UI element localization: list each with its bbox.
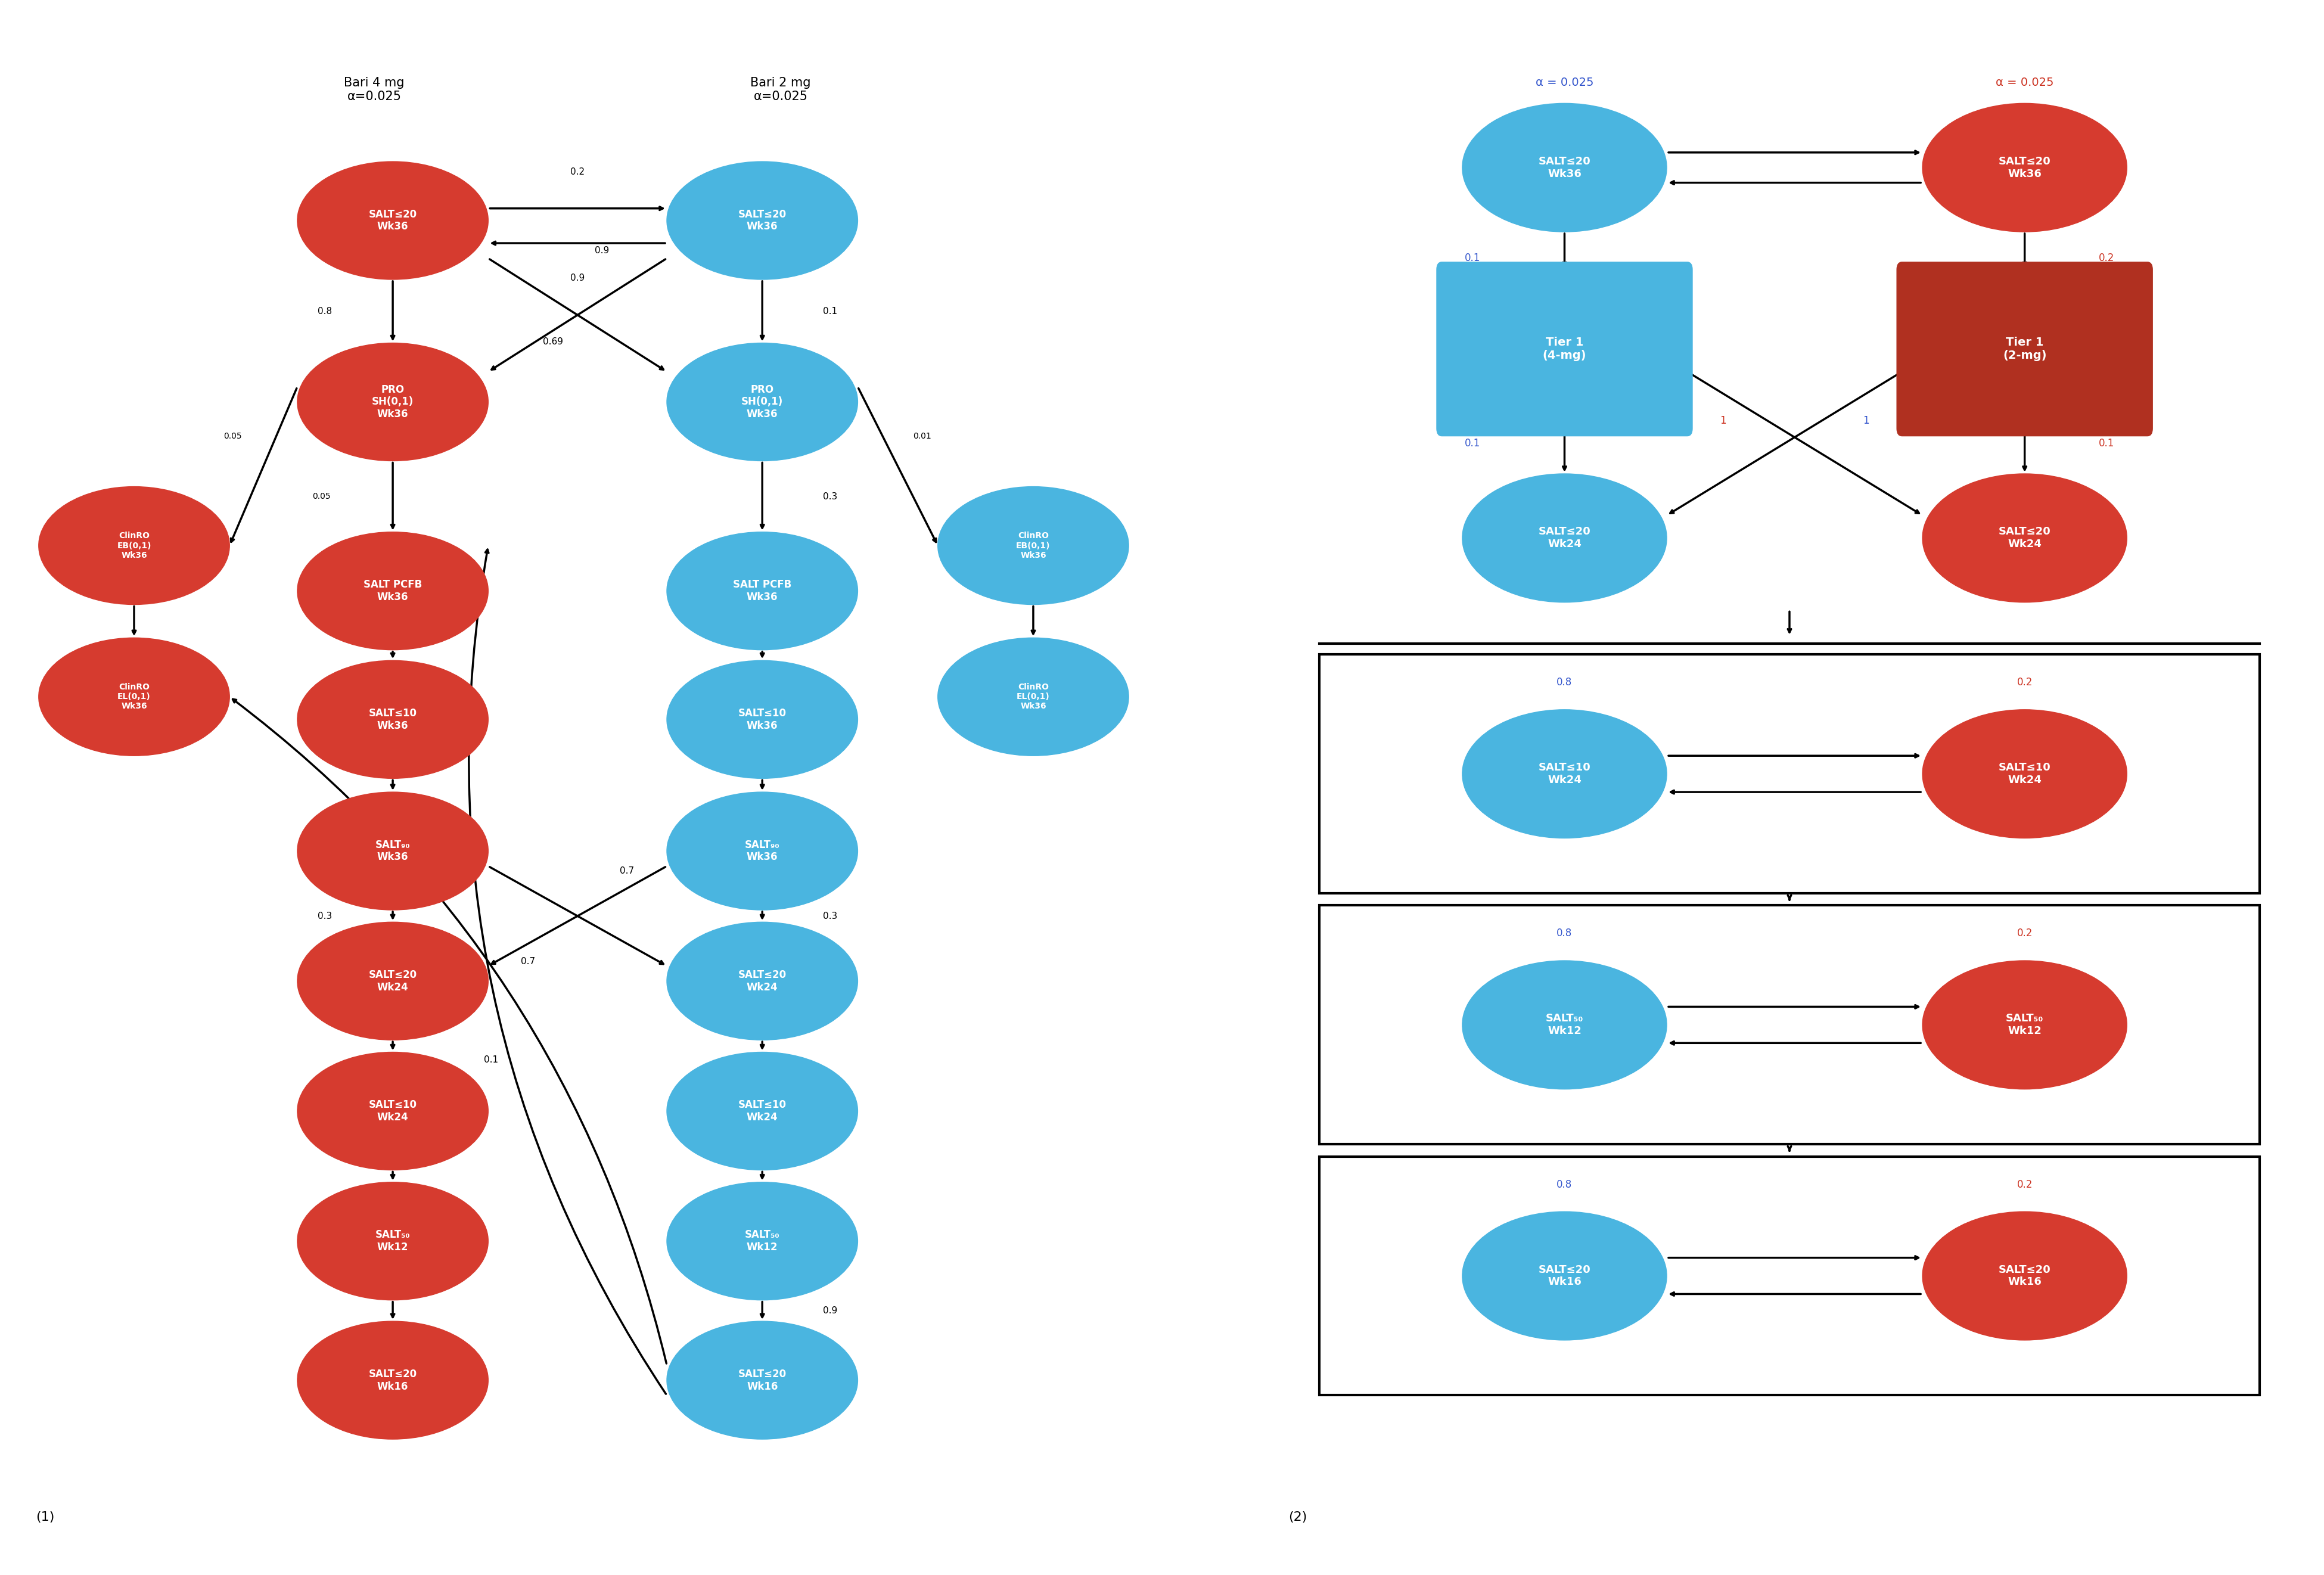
Text: SALT PCFB
Wk36: SALT PCFB Wk36 <box>363 580 423 603</box>
Text: SALT≤20
Wk36: SALT≤20 Wk36 <box>739 209 786 232</box>
Ellipse shape <box>939 638 1129 756</box>
Text: SALT PCFB
Wk36: SALT PCFB Wk36 <box>732 580 792 603</box>
Text: SALT≤10
Wk36: SALT≤10 Wk36 <box>739 707 786 731</box>
Text: SALT₅₀
Wk12: SALT₅₀ Wk12 <box>744 1230 781 1252</box>
Ellipse shape <box>1922 104 2126 232</box>
Text: ClinRO
EL(0,1)
Wk36: ClinRO EL(0,1) Wk36 <box>119 684 151 710</box>
Ellipse shape <box>297 1052 488 1170</box>
Text: Tier 1
(2-mg): Tier 1 (2-mg) <box>2003 337 2047 361</box>
Text: 0.1: 0.1 <box>1464 254 1480 263</box>
Ellipse shape <box>667 660 858 778</box>
FancyBboxPatch shape <box>1436 261 1692 436</box>
Ellipse shape <box>297 1321 488 1440</box>
Ellipse shape <box>667 343 858 461</box>
Text: PRO
SH(0,1)
Wk36: PRO SH(0,1) Wk36 <box>372 384 414 419</box>
Text: SALT≤20
Wk36: SALT≤20 Wk36 <box>1538 156 1590 180</box>
Ellipse shape <box>667 162 858 279</box>
Text: 0.3: 0.3 <box>318 912 332 920</box>
Text: 0.1: 0.1 <box>2099 438 2115 449</box>
Text: 0.2: 0.2 <box>2017 1180 2034 1189</box>
Text: 0.05: 0.05 <box>311 493 330 501</box>
Text: Bari 2 mg
α=0.025: Bari 2 mg α=0.025 <box>751 77 811 102</box>
Text: SALT≤20
Wk24: SALT≤20 Wk24 <box>739 970 786 992</box>
Bar <box>1320 1156 2259 1395</box>
Ellipse shape <box>297 343 488 461</box>
Text: 0.7: 0.7 <box>621 866 634 876</box>
Text: 0.9: 0.9 <box>569 274 586 282</box>
Text: 0.8: 0.8 <box>1557 677 1573 688</box>
Ellipse shape <box>297 532 488 650</box>
Text: Bari 4 mg
α=0.025: Bari 4 mg α=0.025 <box>344 77 404 102</box>
Ellipse shape <box>1462 474 1666 602</box>
Text: SALT₅₀
Wk12: SALT₅₀ Wk12 <box>1545 1013 1583 1036</box>
Text: 0.9: 0.9 <box>595 246 609 255</box>
Ellipse shape <box>297 162 488 279</box>
Ellipse shape <box>297 792 488 910</box>
Text: SALT≤10
Wk24: SALT≤10 Wk24 <box>1999 762 2050 786</box>
Text: 0.2: 0.2 <box>2017 928 2034 939</box>
Text: 0.01: 0.01 <box>913 432 932 439</box>
Ellipse shape <box>1922 474 2126 602</box>
Ellipse shape <box>40 487 230 605</box>
Ellipse shape <box>667 1052 858 1170</box>
Ellipse shape <box>40 638 230 756</box>
Text: SALT≤10
Wk24: SALT≤10 Wk24 <box>739 1099 786 1123</box>
Text: 0.2: 0.2 <box>569 167 586 176</box>
Text: SALT≤20
Wk36: SALT≤20 Wk36 <box>1999 156 2050 180</box>
Ellipse shape <box>1922 1211 2126 1340</box>
Ellipse shape <box>1922 961 2126 1090</box>
Ellipse shape <box>667 1321 858 1440</box>
Text: SALT≤20
Wk24: SALT≤20 Wk24 <box>370 970 416 992</box>
Text: 0.8: 0.8 <box>1557 928 1573 939</box>
Ellipse shape <box>1922 710 2126 838</box>
Text: SALT≤20
Wk16: SALT≤20 Wk16 <box>739 1369 786 1392</box>
Text: ClinRO
EL(0,1)
Wk36: ClinRO EL(0,1) Wk36 <box>1016 684 1050 710</box>
Text: SALT≤20
Wk24: SALT≤20 Wk24 <box>1538 526 1590 550</box>
Text: 0.1: 0.1 <box>483 1055 497 1065</box>
Text: 0.05: 0.05 <box>223 432 242 439</box>
Text: SALT₅₀
Wk12: SALT₅₀ Wk12 <box>374 1230 411 1252</box>
Text: 0.2: 0.2 <box>2099 254 2115 263</box>
Text: SALT₅₀
Wk12: SALT₅₀ Wk12 <box>2006 1013 2043 1036</box>
Text: 1: 1 <box>1720 416 1727 427</box>
Text: ClinRO
EB(0,1)
Wk36: ClinRO EB(0,1) Wk36 <box>116 532 151 559</box>
Text: SALT≤10
Wk24: SALT≤10 Wk24 <box>1538 762 1590 786</box>
Text: 0.9: 0.9 <box>823 1306 837 1315</box>
Ellipse shape <box>1462 104 1666 232</box>
Ellipse shape <box>297 921 488 1040</box>
Ellipse shape <box>667 532 858 650</box>
FancyBboxPatch shape <box>1896 261 2152 436</box>
Text: 0.2: 0.2 <box>2017 677 2034 688</box>
Text: 0.1: 0.1 <box>823 307 837 315</box>
Text: 0.3: 0.3 <box>823 912 837 920</box>
Text: 0.3: 0.3 <box>823 491 837 501</box>
Text: SALT≤20
Wk36: SALT≤20 Wk36 <box>370 209 416 232</box>
Text: α = 0.025: α = 0.025 <box>1536 77 1594 88</box>
Text: PRO
SH(0,1)
Wk36: PRO SH(0,1) Wk36 <box>741 384 783 419</box>
Ellipse shape <box>297 1183 488 1299</box>
Text: (1): (1) <box>35 1512 53 1523</box>
Ellipse shape <box>1462 961 1666 1090</box>
Text: SALT≤20
Wk16: SALT≤20 Wk16 <box>1538 1265 1590 1287</box>
Text: 0.7: 0.7 <box>521 958 535 965</box>
Text: 0.8: 0.8 <box>318 307 332 315</box>
Text: (2): (2) <box>1287 1512 1306 1523</box>
Text: 1: 1 <box>1864 416 1868 427</box>
Text: SALT₉₀
Wk36: SALT₉₀ Wk36 <box>744 839 781 863</box>
Text: SALT≤20
Wk24: SALT≤20 Wk24 <box>1999 526 2050 550</box>
Bar <box>1320 655 2259 893</box>
Bar <box>1320 906 2259 1145</box>
Ellipse shape <box>667 1183 858 1299</box>
Text: Tier 1
(4-mg): Tier 1 (4-mg) <box>1543 337 1587 361</box>
Text: SALT≤10
Wk36: SALT≤10 Wk36 <box>370 707 416 731</box>
Text: SALT₉₀
Wk36: SALT₉₀ Wk36 <box>374 839 411 863</box>
Ellipse shape <box>667 792 858 910</box>
Text: 0.69: 0.69 <box>544 337 562 346</box>
Text: SALT≤20
Wk16: SALT≤20 Wk16 <box>370 1369 416 1392</box>
Text: α = 0.025: α = 0.025 <box>1996 77 2054 88</box>
Ellipse shape <box>1462 1211 1666 1340</box>
Text: SALT≤20
Wk16: SALT≤20 Wk16 <box>1999 1265 2050 1287</box>
Ellipse shape <box>1462 710 1666 838</box>
Text: ClinRO
EB(0,1)
Wk36: ClinRO EB(0,1) Wk36 <box>1016 532 1050 559</box>
Ellipse shape <box>297 660 488 778</box>
